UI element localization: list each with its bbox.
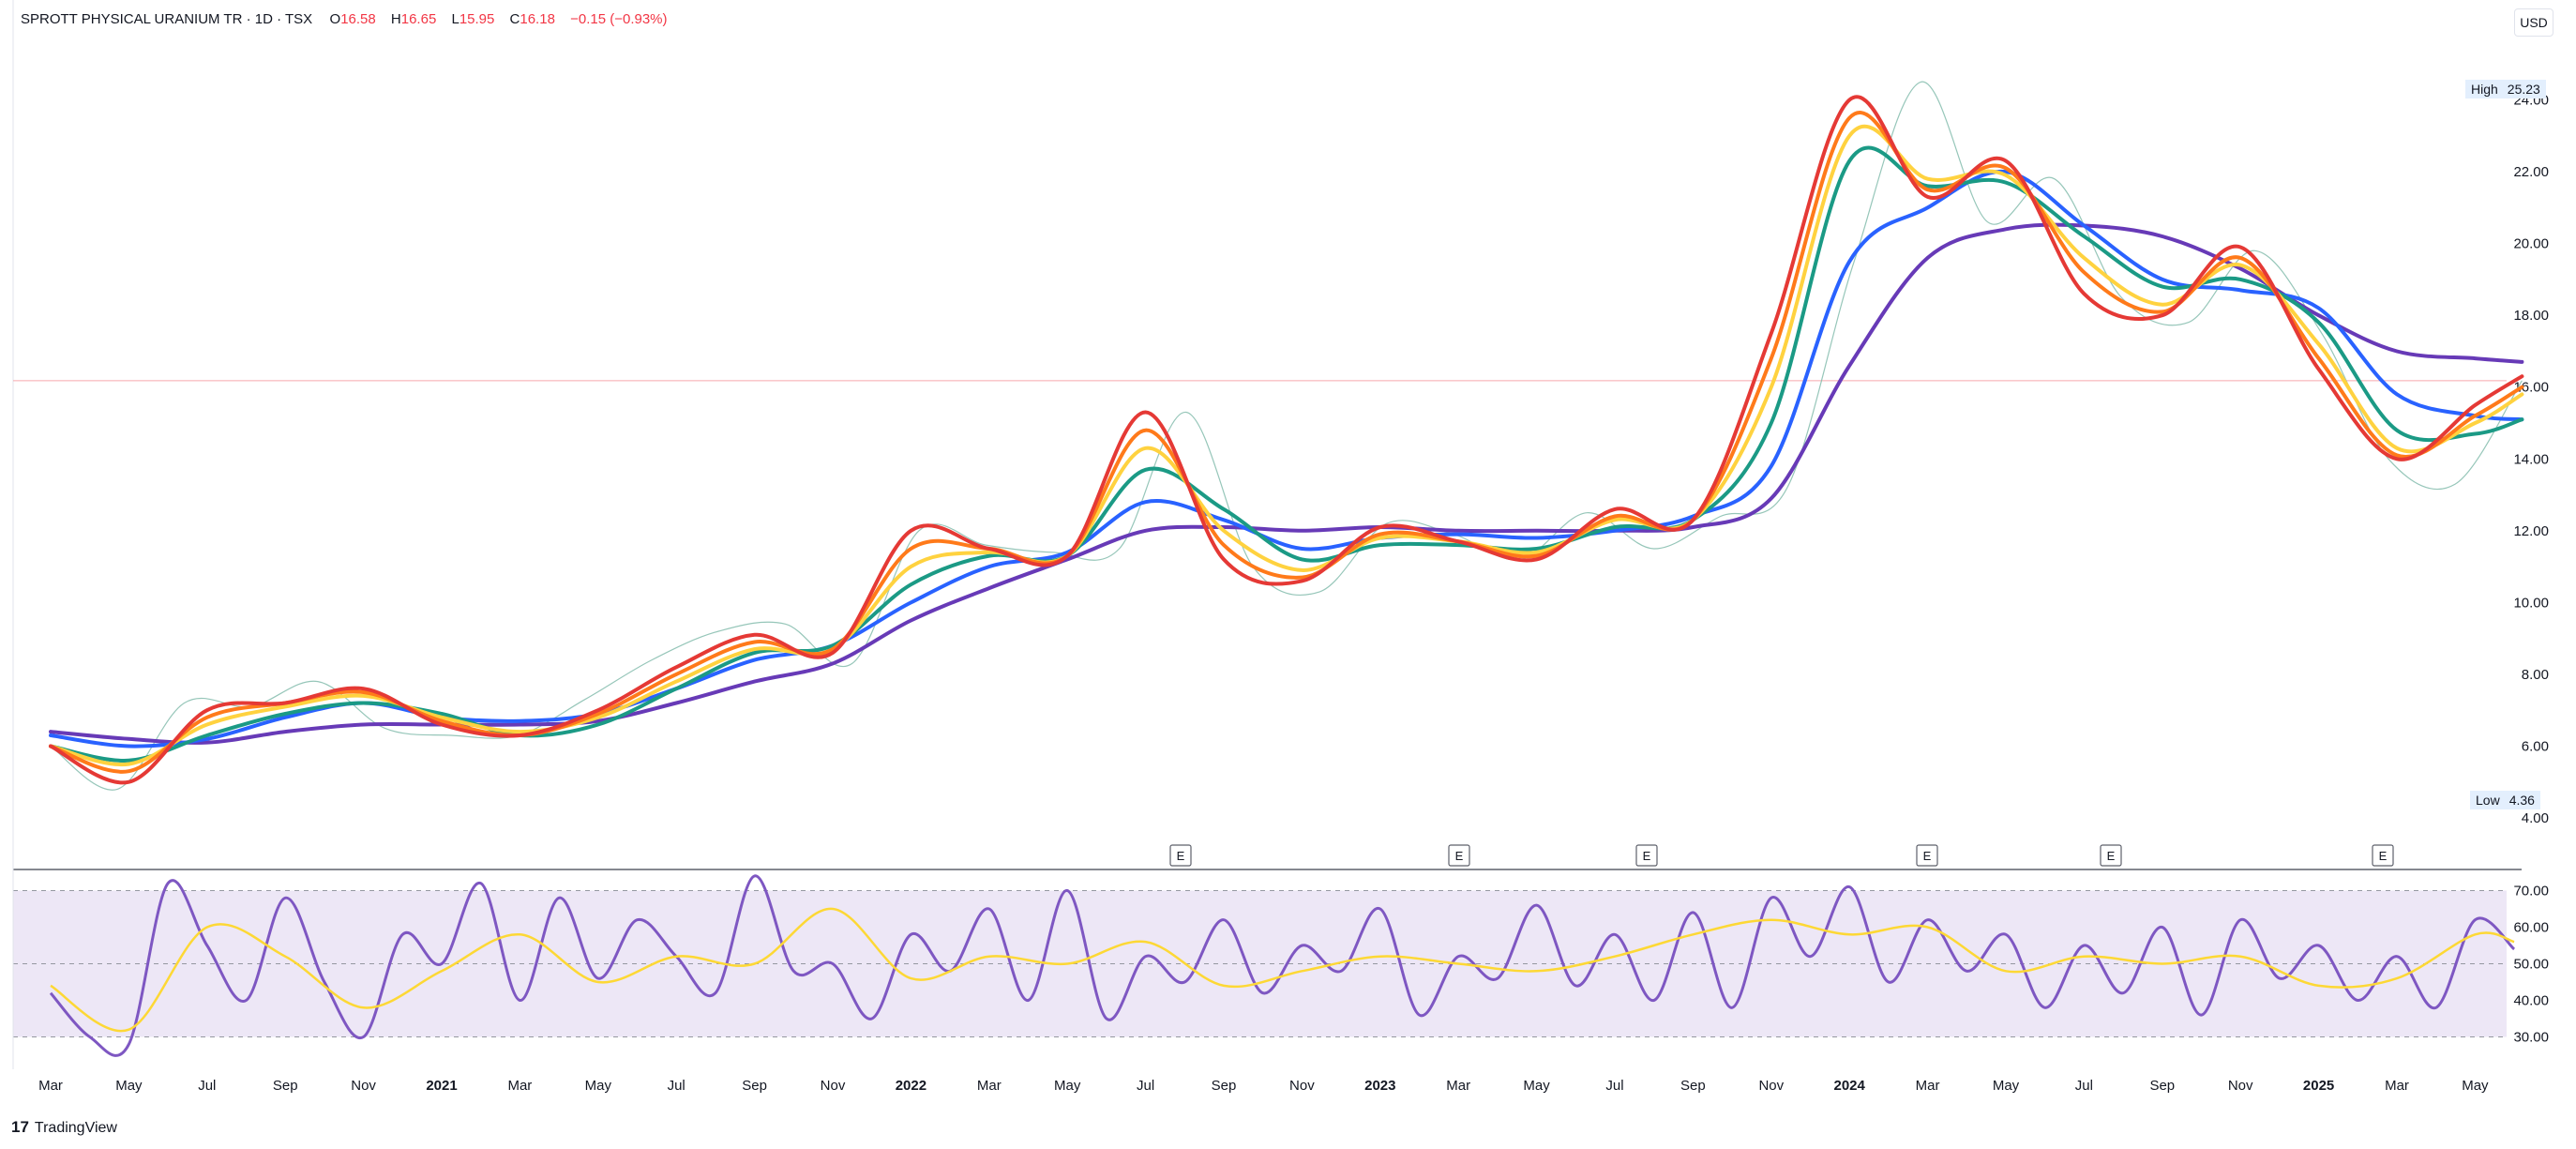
close-value: 16.18 [520,11,555,27]
x-tick-label: Jul [1605,1078,1623,1094]
x-tick-label: May [115,1078,143,1094]
earnings-marker-box [1916,844,1938,867]
high-marker-label: High [2471,82,2498,97]
earnings-marker-label: E [1177,849,1185,863]
rsi-signal-line [50,907,2515,1033]
earnings-marker-box [1448,844,1470,867]
moving-average-line-5 [49,169,2524,748]
x-tick-label: Mar [977,1078,1002,1094]
x-tick-label: Mar [1446,1078,1470,1094]
x-tick-label: 2023 [1364,1078,1395,1094]
x-tick-label: 2022 [896,1078,926,1094]
close-label: C [509,11,520,27]
earnings-marker-label: E [1455,849,1464,863]
x-tick-label: Jul [198,1078,216,1094]
high-label: H [390,11,401,27]
high-marker-value: 25.23 [2507,82,2540,97]
earnings-marker[interactable]: E [2372,844,2394,867]
rsi-tick-label: 60.00 [2513,920,2549,936]
moving-average-line-2 [49,111,2524,774]
y-tick-label: 12.00 [2513,523,2549,539]
x-tick-label: 2024 [1834,1078,1866,1094]
earnings-marker-box [2372,844,2394,867]
x-tick-label: 2025 [2303,1078,2334,1094]
earnings-marker[interactable]: E [1916,844,1938,867]
rsi-tick-label: 40.00 [2513,993,2549,1009]
currency-button[interactable]: USD [2514,8,2553,37]
x-tick-label: May [2462,1078,2489,1094]
x-tick-label: Sep [2149,1078,2175,1094]
x-tick-label: Mar [38,1078,63,1094]
earnings-marker[interactable]: E [1448,844,1470,867]
x-tick-label: Mar [1916,1078,1940,1094]
moving-average-line-1 [49,95,2524,785]
earnings-marker[interactable]: E [2100,844,2122,867]
x-tick-label: Nov [821,1078,846,1094]
earnings-marker-label: E [2379,849,2388,863]
y-tick-label: 16.00 [2513,380,2549,396]
earnings-marker-box [1635,844,1658,867]
low-value: 15.95 [459,11,495,27]
earnings-marker-box [2100,844,2122,867]
x-tick-label: Jul [1137,1078,1154,1094]
x-tick-label: May [585,1078,612,1094]
earnings-marker-label: E [1923,849,1932,863]
x-tick-label: Nov [1289,1078,1315,1094]
open-value: 16.58 [340,11,376,27]
low-marker-value: 4.36 [2508,793,2535,808]
rsi-tick-label: 70.00 [2513,884,2549,900]
rsi-line [49,874,2516,1057]
earnings-marker[interactable]: E [1635,844,1658,867]
high-value: 16.65 [400,11,437,27]
price-line [50,81,2523,791]
earnings-marker-label: E [1643,849,1651,863]
y-tick-label: 4.00 [2522,810,2549,826]
x-tick-label: May [1054,1078,1081,1094]
x-tick-label: May [1523,1078,1550,1094]
open-label: O [329,11,341,27]
earnings-marker-box [1169,844,1192,867]
low-marker-label: Low [2476,793,2500,808]
tradingview-icon: 17 [11,1118,29,1136]
x-tick-label: May [1993,1078,2020,1094]
change-value: −0.15 (−0.93%) [570,11,668,27]
y-tick-label: 6.00 [2522,738,2549,754]
symbol-header: SPROTT PHYSICAL URANIUM TR · 1D · TSX O1… [21,11,668,27]
earnings-marker-label: E [2107,849,2116,863]
moving-average-line-3 [49,124,2524,767]
x-tick-label: Nov [351,1078,376,1094]
high-marker: High 25.23 [2465,80,2546,98]
x-tick-label: Jul [668,1078,685,1094]
low-label: L [451,11,459,27]
x-tick-label: Sep [1680,1078,1706,1094]
moving-average-line-4 [49,145,2524,763]
x-tick-label: Nov [2228,1078,2253,1094]
tradingview-brand: TradingView [34,1120,117,1136]
y-tick-label: 18.00 [2513,308,2549,324]
low-marker: Low 4.36 [2470,791,2540,809]
x-tick-label: 2021 [426,1078,457,1094]
y-tick-label: 14.00 [2513,451,2549,467]
x-tick-label: Sep [742,1078,767,1094]
y-tick-label: 8.00 [2522,667,2549,683]
y-tick-label: 20.00 [2513,236,2549,252]
x-tick-label: Sep [273,1078,298,1094]
earnings-marker[interactable]: E [1169,844,1192,867]
x-tick-label: Mar [507,1078,532,1094]
y-tick-label: 10.00 [2513,595,2549,611]
x-tick-label: Sep [1212,1078,1237,1094]
x-tick-label: Jul [2075,1078,2093,1094]
tradingview-logo[interactable]: 17 TradingView [11,1118,117,1137]
x-tick-label: Mar [2385,1078,2409,1094]
rsi-tick-label: 30.00 [2513,1030,2549,1046]
y-tick-label: 22.00 [2513,164,2549,180]
rsi-tick-label: 50.00 [2513,957,2549,973]
symbol-title: SPROTT PHYSICAL URANIUM TR · 1D · TSX [21,11,313,27]
x-tick-label: Nov [1758,1078,1784,1094]
